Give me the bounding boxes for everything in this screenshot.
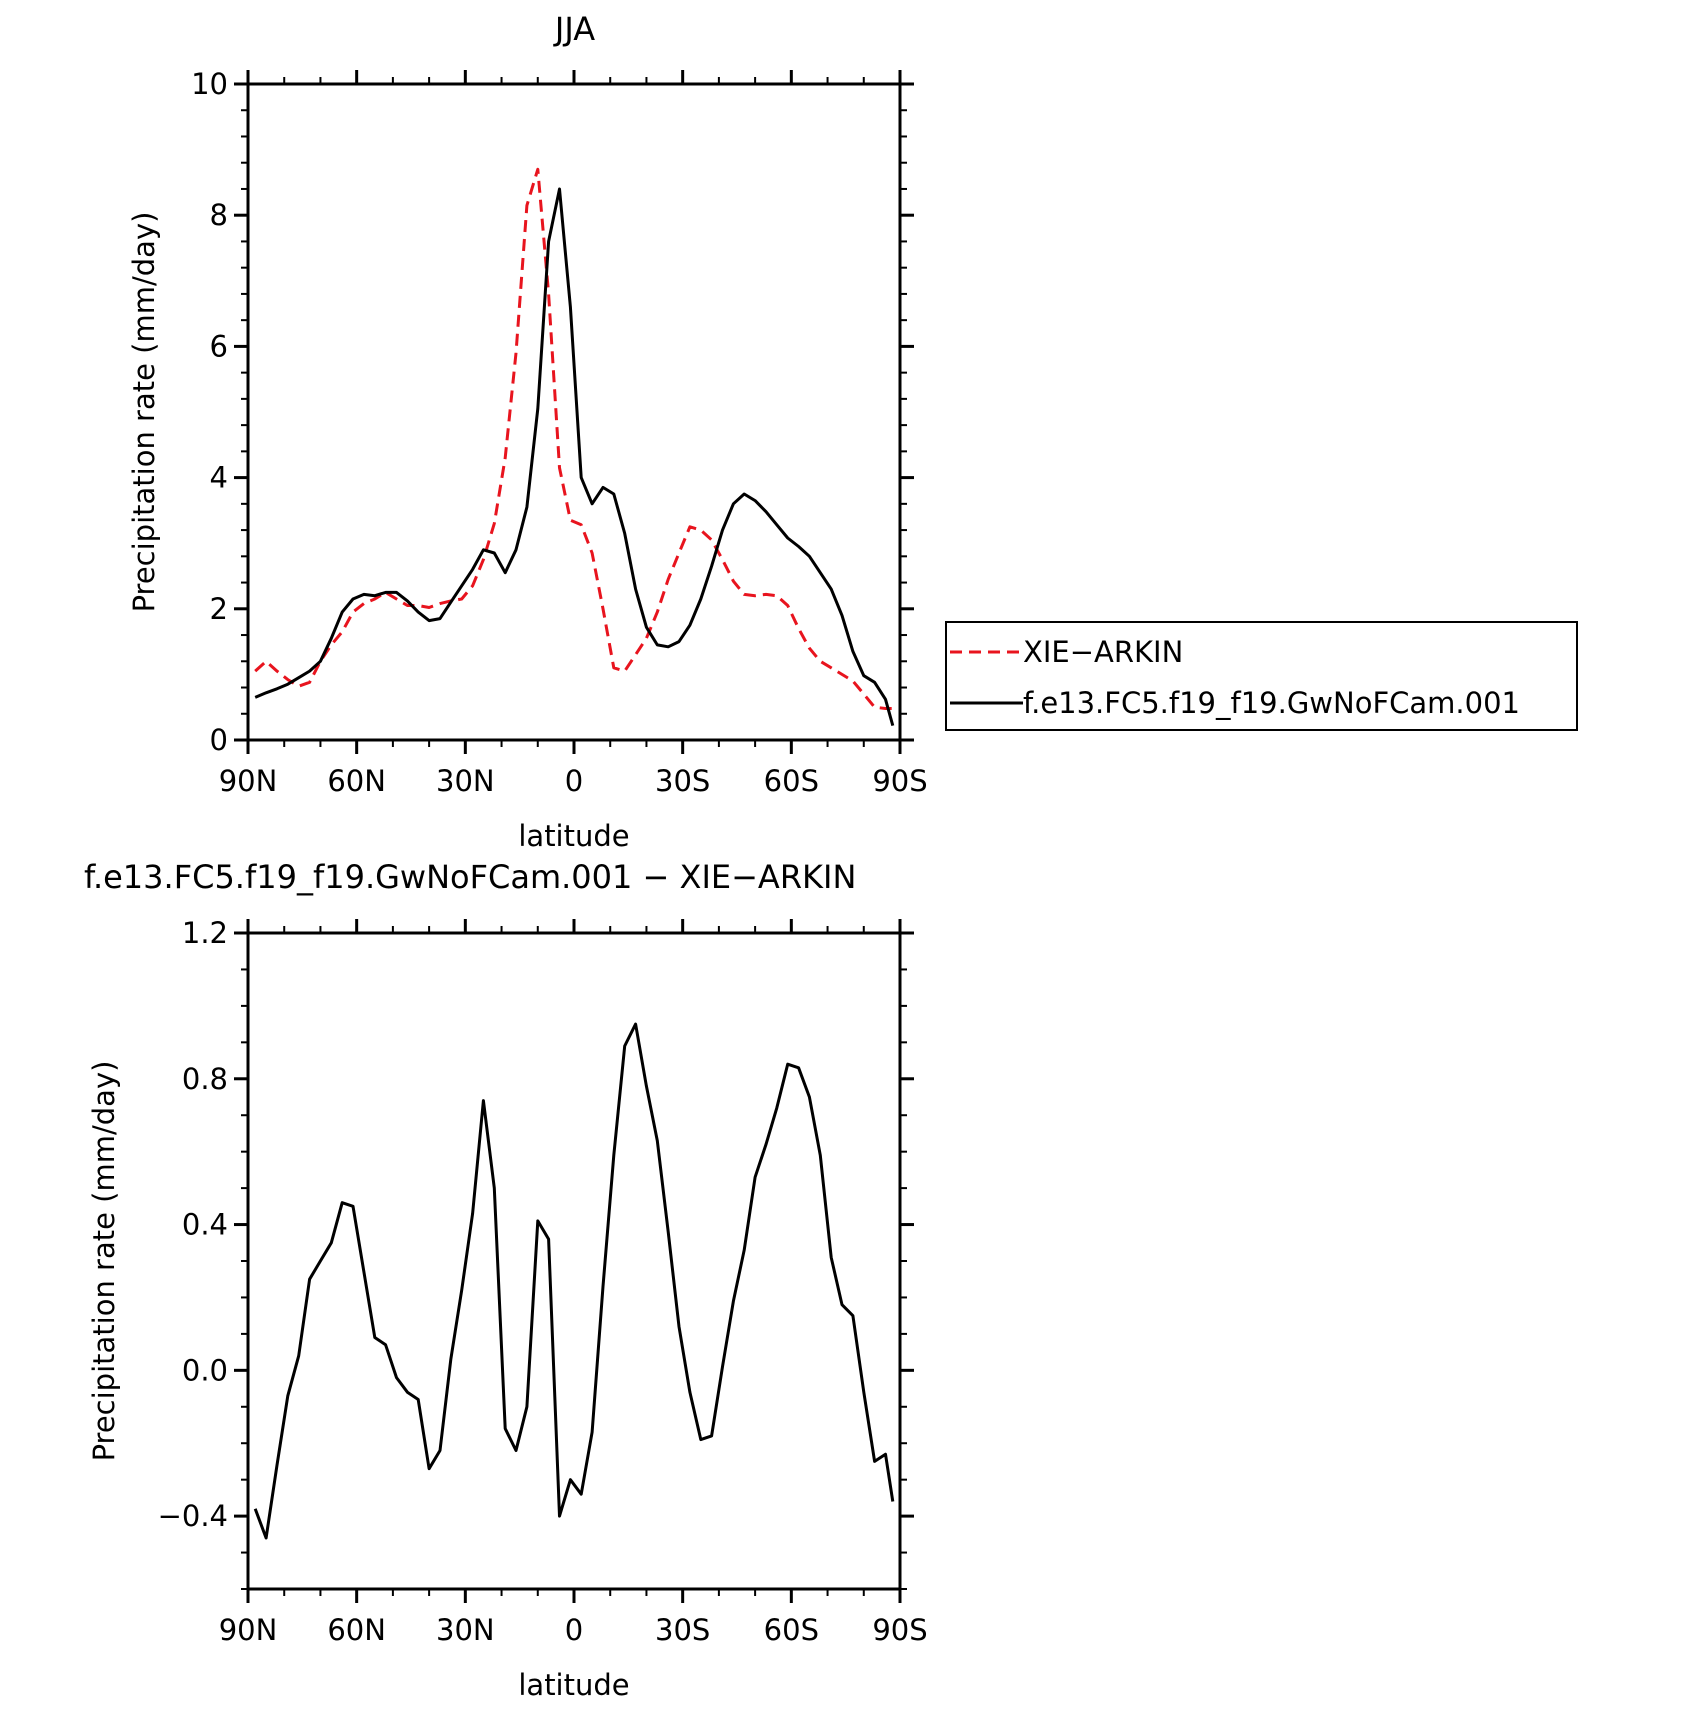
top-y-tick-label: 8 bbox=[210, 198, 228, 232]
top-axis-ticks: 90N 60N 30N 0 30S 60S 90S 0 2 4 6 8 10 bbox=[191, 67, 928, 798]
bottom-x-tick-label: 90N bbox=[219, 1613, 278, 1647]
bottom-y-tick-label: 1.2 bbox=[182, 916, 228, 950]
bottom-y-axis-title: Precipitation rate (mm/day) bbox=[87, 1061, 121, 1462]
top-y-tick-label: 10 bbox=[191, 67, 228, 101]
bottom-x-tick-label: 90S bbox=[872, 1613, 927, 1647]
bottom-y-tick-label: 0.4 bbox=[182, 1208, 228, 1242]
bottom-chart-lines bbox=[253, 1022, 895, 1540]
top-y-tick-label: 0 bbox=[210, 723, 228, 757]
bottom-x-tick-label: 30N bbox=[436, 1613, 495, 1647]
bottom-axis-ticks: 90N 60N 30N 0 30S 60S 90S −0.4 0.0 0.4 0.8 1.2 bbox=[158, 916, 928, 1647]
bottom-chart-title: f.e13.FC5.f19_f19.GwNoFCam.001 − XIE−ARK… bbox=[84, 858, 856, 896]
bottom-x-tick-label: 30S bbox=[655, 1613, 710, 1647]
top-y-tick-label: 6 bbox=[210, 329, 228, 363]
top-y-tick-label: 4 bbox=[210, 461, 228, 495]
top-x-tick-label: 60S bbox=[764, 764, 819, 798]
bottom-chart-panel: f.e13.FC5.f19_f19.GwNoFCam.001 − XIE−ARK… bbox=[84, 858, 928, 1702]
bottom-series-line-0 bbox=[253, 1022, 895, 1540]
legend-label-model: f.e13.FC5.f19_f19.GwNoFCam.001 bbox=[1023, 686, 1520, 720]
top-x-tick-label: 90N bbox=[219, 764, 278, 798]
bottom-x-axis-title: latitude bbox=[518, 1668, 629, 1702]
top-series-line-1 bbox=[254, 187, 895, 727]
legend-label-xie-arkin: XIE−ARKIN bbox=[1023, 635, 1183, 669]
bottom-x-tick-label: 60S bbox=[764, 1613, 819, 1647]
top-y-tick-label: 2 bbox=[210, 592, 228, 626]
bottom-y-tick-label: 0.8 bbox=[182, 1062, 228, 1096]
top-chart-legend: XIE−ARKIN f.e13.FC5.f19_f19.GwNoFCam.001 bbox=[945, 621, 1578, 731]
top-x-tick-label: 30S bbox=[655, 764, 710, 798]
bottom-x-tick-label: 60N bbox=[327, 1613, 386, 1647]
bottom-y-tick-label: −0.4 bbox=[158, 1499, 228, 1533]
top-chart-lines bbox=[254, 167, 895, 727]
bottom-y-tick-label: 0.0 bbox=[182, 1353, 228, 1387]
top-x-tick-label: 60N bbox=[327, 764, 386, 798]
legend-box bbox=[945, 621, 1578, 731]
top-x-tick-label: 90S bbox=[872, 764, 927, 798]
top-y-axis-title: Precipitation rate (mm/day) bbox=[127, 212, 161, 613]
top-chart-title: JJA bbox=[553, 10, 595, 48]
bottom-x-tick-label: 0 bbox=[565, 1613, 583, 1647]
top-x-tick-label: 0 bbox=[565, 764, 583, 798]
top-x-tick-label: 30N bbox=[436, 764, 495, 798]
top-x-axis-title: latitude bbox=[518, 819, 629, 853]
top-series-line-0 bbox=[254, 167, 893, 710]
